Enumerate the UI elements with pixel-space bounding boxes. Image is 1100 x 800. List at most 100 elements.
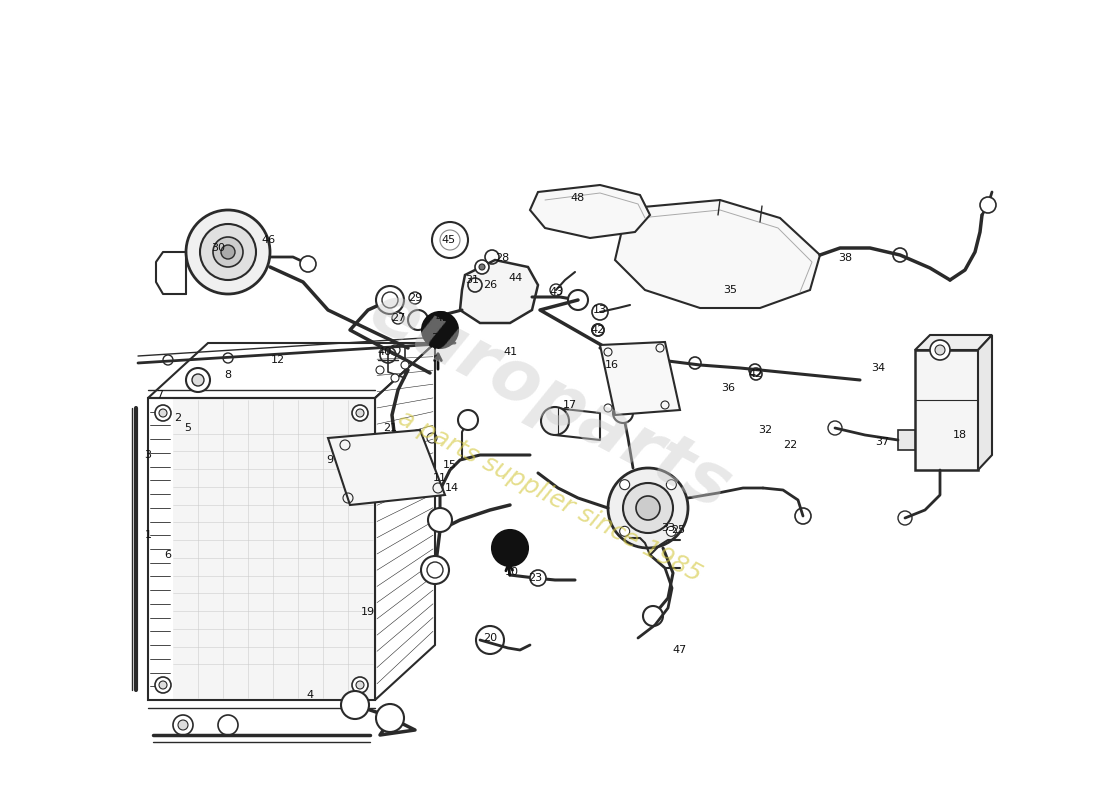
Text: 4: 4	[307, 690, 314, 700]
Text: 38: 38	[838, 253, 853, 263]
Circle shape	[376, 366, 384, 374]
Polygon shape	[615, 200, 820, 308]
Text: 28: 28	[495, 253, 509, 263]
Circle shape	[213, 237, 243, 267]
Circle shape	[221, 245, 235, 259]
Text: 13: 13	[593, 305, 607, 315]
Circle shape	[408, 310, 428, 330]
Circle shape	[644, 606, 663, 626]
Circle shape	[458, 410, 478, 430]
Circle shape	[619, 480, 629, 490]
Text: 40: 40	[378, 347, 392, 357]
Circle shape	[930, 340, 950, 360]
Text: 27: 27	[390, 313, 405, 323]
Text: 42: 42	[749, 369, 763, 379]
Polygon shape	[530, 185, 650, 238]
Circle shape	[385, 445, 415, 475]
Circle shape	[155, 405, 170, 421]
Text: 36: 36	[720, 383, 735, 393]
Text: 44: 44	[509, 273, 524, 283]
Text: 35: 35	[723, 285, 737, 295]
Circle shape	[376, 286, 404, 314]
Text: 37: 37	[874, 437, 889, 447]
Circle shape	[478, 264, 485, 270]
Circle shape	[667, 526, 676, 536]
Text: 9: 9	[327, 455, 333, 465]
Text: 12: 12	[271, 355, 285, 365]
Text: 11: 11	[433, 473, 447, 483]
Text: 25: 25	[671, 525, 685, 535]
Circle shape	[200, 224, 256, 280]
Text: a parts supplier since 1985: a parts supplier since 1985	[394, 406, 706, 586]
Circle shape	[568, 290, 588, 310]
Text: 22: 22	[783, 440, 798, 450]
Circle shape	[192, 374, 204, 386]
Circle shape	[178, 720, 188, 730]
Polygon shape	[978, 335, 992, 470]
Text: 10: 10	[505, 567, 519, 577]
Circle shape	[476, 626, 504, 654]
Text: 24: 24	[500, 540, 515, 550]
Circle shape	[356, 681, 364, 689]
Circle shape	[428, 508, 452, 532]
Text: 15: 15	[443, 460, 456, 470]
Circle shape	[218, 715, 238, 735]
Circle shape	[530, 570, 546, 586]
Text: 26: 26	[483, 280, 497, 290]
Circle shape	[352, 405, 368, 421]
Circle shape	[619, 526, 629, 536]
Text: 42: 42	[591, 325, 605, 335]
Text: 34: 34	[871, 363, 886, 373]
Text: 21: 21	[383, 423, 397, 433]
Circle shape	[186, 210, 270, 294]
Text: 7: 7	[156, 390, 164, 400]
Text: 6: 6	[165, 550, 172, 560]
Text: 41: 41	[503, 347, 517, 357]
Circle shape	[541, 407, 569, 435]
Circle shape	[492, 530, 528, 566]
Polygon shape	[460, 260, 538, 323]
Bar	[173, 398, 373, 700]
Circle shape	[341, 691, 368, 719]
Circle shape	[980, 197, 996, 213]
Circle shape	[160, 409, 167, 417]
Circle shape	[432, 222, 468, 258]
Circle shape	[667, 480, 676, 490]
Circle shape	[421, 556, 449, 584]
Circle shape	[409, 292, 421, 304]
Text: 33: 33	[661, 523, 675, 533]
Text: europarts: europarts	[358, 276, 742, 524]
Circle shape	[592, 304, 608, 320]
Circle shape	[155, 677, 170, 693]
Text: 3: 3	[144, 450, 152, 460]
Circle shape	[300, 256, 316, 272]
Text: 47: 47	[673, 645, 688, 655]
Circle shape	[402, 361, 409, 369]
Polygon shape	[915, 335, 992, 350]
Circle shape	[356, 409, 364, 417]
Circle shape	[186, 368, 210, 392]
Text: 45: 45	[441, 235, 455, 245]
Text: 48: 48	[571, 193, 585, 203]
Text: 43: 43	[549, 287, 563, 297]
Circle shape	[422, 312, 458, 348]
Text: 29: 29	[408, 293, 422, 303]
Text: 20: 20	[483, 633, 497, 643]
Circle shape	[636, 496, 660, 520]
Text: 2: 2	[175, 413, 182, 423]
Text: 8: 8	[224, 370, 232, 380]
Circle shape	[935, 345, 945, 355]
Text: 46: 46	[261, 235, 275, 245]
Text: 31: 31	[465, 275, 478, 285]
Circle shape	[352, 677, 368, 693]
Polygon shape	[600, 342, 680, 415]
Text: 32: 32	[758, 425, 772, 435]
Text: 19: 19	[361, 607, 375, 617]
Circle shape	[608, 468, 688, 548]
Text: 16: 16	[605, 360, 619, 370]
Text: 30: 30	[211, 243, 226, 253]
Circle shape	[376, 704, 404, 732]
Circle shape	[173, 715, 192, 735]
Circle shape	[475, 260, 490, 274]
Polygon shape	[328, 430, 446, 505]
